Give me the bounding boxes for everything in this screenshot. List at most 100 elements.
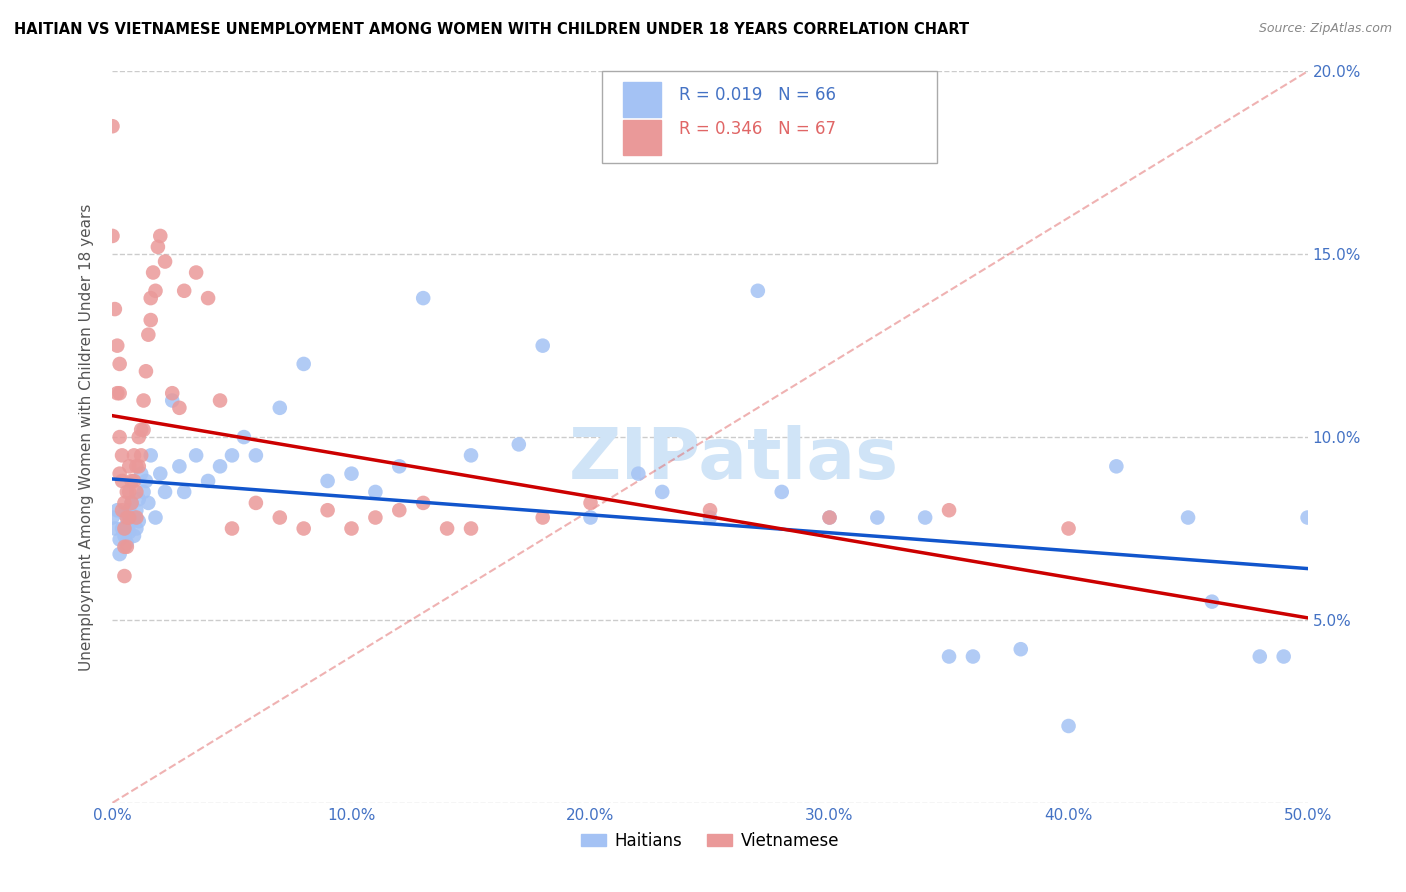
Point [108, 533, 131, 547]
Point [128, 430, 150, 444]
Point [115, 517, 138, 532]
Point [108, 357, 131, 371]
Text: ZIPatlas: ZIPatlas [569, 425, 898, 493]
Point [129, 423, 152, 437]
Text: Source: ZipAtlas.com: Source: ZipAtlas.com [1258, 22, 1392, 36]
Point [125, 521, 148, 535]
Point [128, 514, 150, 528]
Text: R = 0.019   N = 66: R = 0.019 N = 66 [679, 86, 837, 104]
Point [149, 467, 172, 481]
Point [531, 338, 554, 352]
Point [169, 459, 191, 474]
Point [209, 459, 232, 474]
Point [579, 510, 602, 524]
Point [122, 474, 145, 488]
Point [153, 485, 176, 500]
Point [115, 485, 138, 500]
Point [138, 496, 160, 510]
Point [139, 291, 162, 305]
Point [186, 448, 208, 462]
Point [747, 284, 769, 298]
Point [173, 284, 195, 298]
Point [139, 448, 162, 462]
Point [146, 240, 169, 254]
Point [132, 485, 155, 500]
Point [938, 649, 960, 664]
Point [162, 386, 183, 401]
Point [460, 448, 482, 462]
Point [121, 496, 143, 510]
Point [135, 474, 157, 488]
Point [138, 327, 160, 342]
Point [627, 467, 650, 481]
Point [245, 448, 267, 462]
Point [186, 266, 208, 280]
Point [114, 529, 135, 543]
Point [364, 485, 387, 500]
Point [128, 492, 150, 507]
Point [114, 496, 135, 510]
Point [292, 357, 315, 371]
Point [115, 540, 138, 554]
Point [139, 313, 162, 327]
Point [221, 521, 243, 535]
Point [914, 510, 936, 524]
FancyBboxPatch shape [603, 71, 938, 163]
Text: HAITIAN VS VIETNAMESE UNEMPLOYMENT AMONG WOMEN WITH CHILDREN UNDER 18 YEARS CORR: HAITIAN VS VIETNAMESE UNEMPLOYMENT AMONG… [14, 22, 969, 37]
Point [101, 229, 124, 244]
Point [197, 291, 219, 305]
Point [114, 569, 135, 583]
Point [111, 474, 134, 488]
Point [101, 120, 124, 134]
Point [114, 521, 135, 535]
Point [149, 229, 172, 244]
Point [1105, 459, 1128, 474]
Point [145, 284, 167, 298]
Point [108, 547, 131, 561]
Point [125, 510, 148, 524]
Point [508, 437, 530, 451]
Point [818, 510, 841, 524]
Text: R = 0.346   N = 67: R = 0.346 N = 67 [679, 120, 837, 138]
Point [962, 649, 984, 664]
Point [111, 448, 134, 462]
Point [412, 291, 434, 305]
Point [121, 496, 143, 510]
Point [135, 364, 157, 378]
Point [122, 529, 145, 543]
Point [125, 485, 148, 500]
Point [1057, 521, 1080, 535]
FancyBboxPatch shape [623, 120, 661, 155]
Point [122, 448, 145, 462]
Point [118, 525, 141, 540]
Point [125, 459, 148, 474]
Point [121, 474, 143, 488]
Point [651, 485, 673, 500]
Point [118, 459, 141, 474]
Point [531, 510, 554, 524]
Point [340, 521, 363, 535]
Point [169, 401, 191, 415]
Point [197, 474, 219, 488]
Point [364, 510, 387, 524]
Point [412, 496, 434, 510]
Point [436, 521, 458, 535]
Point [118, 510, 141, 524]
Point [770, 485, 793, 500]
Point [114, 540, 135, 554]
Point [132, 393, 155, 408]
Point [105, 338, 128, 352]
Point [316, 503, 339, 517]
Point [1201, 594, 1223, 608]
Point [129, 448, 152, 462]
Point [269, 401, 291, 415]
Point [221, 448, 243, 462]
Point [118, 485, 141, 500]
Point [105, 386, 128, 401]
Point [388, 459, 411, 474]
Point [142, 266, 165, 280]
Point [1177, 510, 1199, 524]
Point [938, 503, 960, 517]
Point [118, 503, 141, 517]
Point [340, 467, 363, 481]
